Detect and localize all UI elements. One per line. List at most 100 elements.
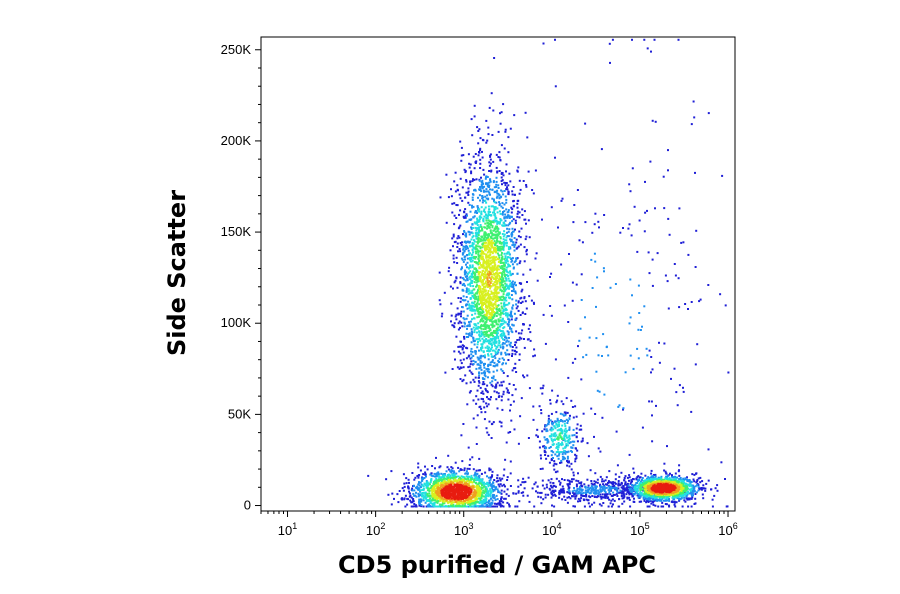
event-dot [478,292,481,295]
event-dot [503,303,505,305]
event-dot [512,324,515,327]
event-dot [640,485,643,488]
event-dot [510,330,513,333]
event-dot [481,346,484,349]
event-dot [502,174,505,177]
event-dot [503,326,506,329]
event-dot [635,478,638,481]
event-dot [441,501,444,504]
event-dot [507,318,510,321]
event-dot [488,220,491,223]
event-dot [599,475,602,478]
event-dot [459,359,462,362]
event-dot [508,302,510,305]
event-dot [515,307,518,310]
event-dot [481,491,484,494]
event-dot [625,486,628,489]
event-dot [511,220,514,223]
event-dot [478,260,481,263]
event-dot [422,496,425,499]
event-dot [570,399,573,402]
event-dot [500,205,503,208]
event-dot [522,374,524,377]
event-dot [498,151,501,154]
event-dot [576,423,579,426]
event-dot [497,361,500,364]
event-dot [587,489,590,491]
event-dot [469,479,472,482]
event-dot [527,476,530,479]
event-dot [566,429,568,432]
event-dot [577,345,579,348]
event-dot [483,406,486,409]
event-dot [471,253,474,256]
event-dot [519,243,522,246]
event-dot [501,267,504,270]
event-dot [568,435,571,438]
event-dot [410,501,413,504]
event-dot [505,261,507,264]
event-dot [482,362,485,365]
event-dot [539,468,542,470]
event-dot [467,190,470,193]
event-dot [668,498,670,500]
event-dot [560,436,563,439]
event-dot [500,248,503,250]
event-dot [497,254,500,257]
event-dot [474,500,477,503]
event-dot [627,492,630,494]
event-dot [396,493,399,496]
event-dot [424,501,427,504]
event-dot [707,112,710,115]
event-dot [488,164,491,167]
event-dot [499,319,502,322]
event-dot [464,240,467,243]
event-dot [450,188,452,191]
event-dot [464,208,467,211]
event-dot [646,505,649,508]
event-dot [514,260,517,262]
event-dot [459,378,462,380]
event-dot [504,130,507,133]
event-dot [593,501,596,504]
event-dot [494,244,497,246]
event-dot [468,289,471,292]
event-dot [458,226,461,229]
event-dot [516,339,519,341]
event-dot [566,411,569,414]
event-dot [385,478,388,481]
event-dot [407,478,410,481]
event-dot [561,432,564,435]
event-dot [499,316,502,319]
event-dot [549,488,552,491]
event-dot [496,237,499,240]
event-dot [490,502,493,504]
event-dot [474,226,477,229]
event-dot [629,505,632,508]
event-dot [476,248,479,251]
event-dot [505,170,507,173]
event-dot [500,425,503,428]
event-dot [531,487,534,490]
event-dot [504,259,507,262]
event-dot [484,199,487,202]
event-dot [510,260,513,263]
event-dot [490,320,493,323]
event-dot [577,480,580,483]
event-dot [613,481,616,484]
event-dot [525,235,528,238]
event-dot [418,498,421,501]
event-dot [480,372,483,375]
event-dot [477,271,480,273]
event-dot [577,472,579,475]
event-dot [498,477,501,480]
event-dot [403,497,406,500]
event-dot [597,492,600,495]
event-dot [479,478,482,481]
event-dot [568,428,571,431]
event-dot [469,320,472,323]
event-dot [553,425,556,428]
event-dot [476,205,479,208]
event-dot [433,505,436,508]
event-dot [477,341,479,343]
